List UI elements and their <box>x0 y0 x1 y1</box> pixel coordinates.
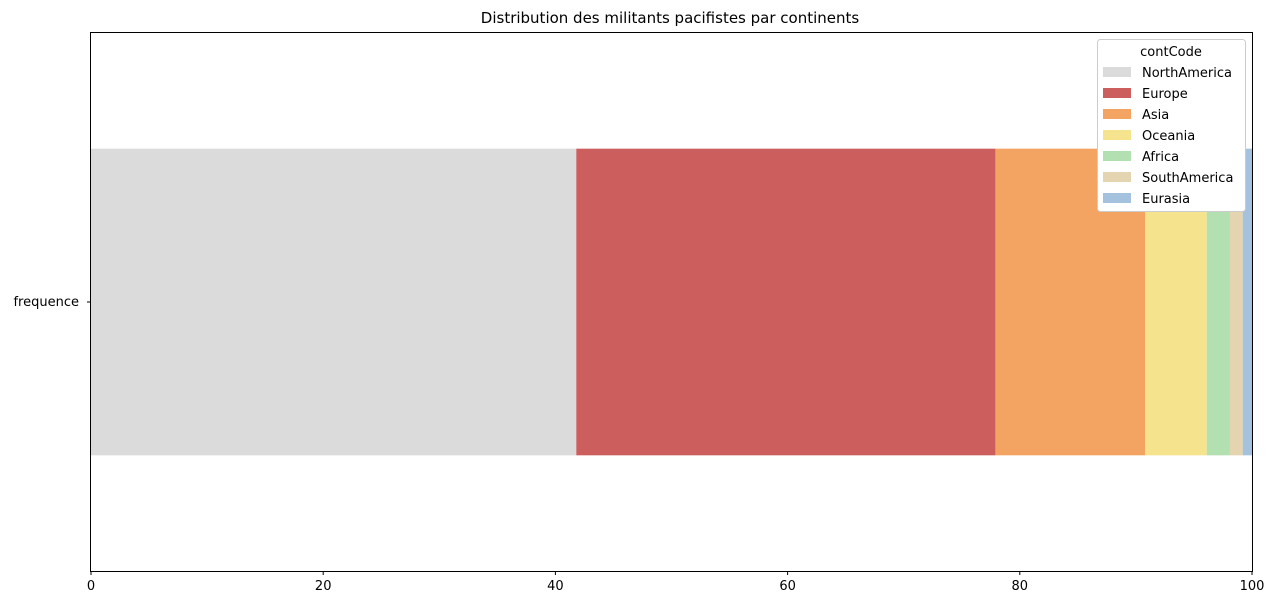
legend-label-africa: Africa <box>1142 150 1179 165</box>
bar-eurasia <box>1242 148 1252 456</box>
legend-swatch-oceania <box>1103 130 1131 140</box>
legend: contCode NorthAmerica Europe Asia Oceania Af… <box>1097 39 1246 212</box>
y-axis: frequence <box>13 295 91 310</box>
legend-label-europe: Europe <box>1142 87 1188 102</box>
x-tick-label: 40 <box>547 579 564 594</box>
x-tick-label: 100 <box>1240 579 1265 594</box>
bar-southamerica <box>1229 148 1243 456</box>
bar-europe <box>576 148 996 456</box>
y-tick-label: frequence <box>13 295 79 310</box>
legend-swatch-southamerica <box>1103 172 1131 182</box>
x-axis: 0 20 40 60 80 100 <box>87 571 1265 594</box>
x-tick-label: 80 <box>1012 579 1029 594</box>
legend-label-eurasia: Eurasia <box>1142 192 1190 207</box>
legend-swatch-africa <box>1103 151 1131 161</box>
legend-label-oceania: Oceania <box>1142 129 1195 144</box>
chart-title: Distribution des militants pacifistes pa… <box>481 9 860 27</box>
x-tick-label: 20 <box>315 579 332 594</box>
bar-africa <box>1206 148 1230 456</box>
bar-northamerica <box>91 148 577 456</box>
legend-label-northamerica: NorthAmerica <box>1142 66 1232 81</box>
x-tick-label: 60 <box>779 579 796 594</box>
legend-swatch-eurasia <box>1103 193 1131 203</box>
legend-swatch-northamerica <box>1103 67 1131 77</box>
bars <box>91 148 1252 456</box>
legend-label-asia: Asia <box>1142 108 1169 123</box>
x-tick-label: 0 <box>87 579 95 594</box>
legend-swatch-asia <box>1103 109 1131 119</box>
legend-box <box>1097 39 1246 212</box>
legend-swatch-europe <box>1103 88 1131 98</box>
legend-title: contCode <box>1140 45 1202 60</box>
legend-label-southamerica: SouthAmerica <box>1142 171 1233 186</box>
